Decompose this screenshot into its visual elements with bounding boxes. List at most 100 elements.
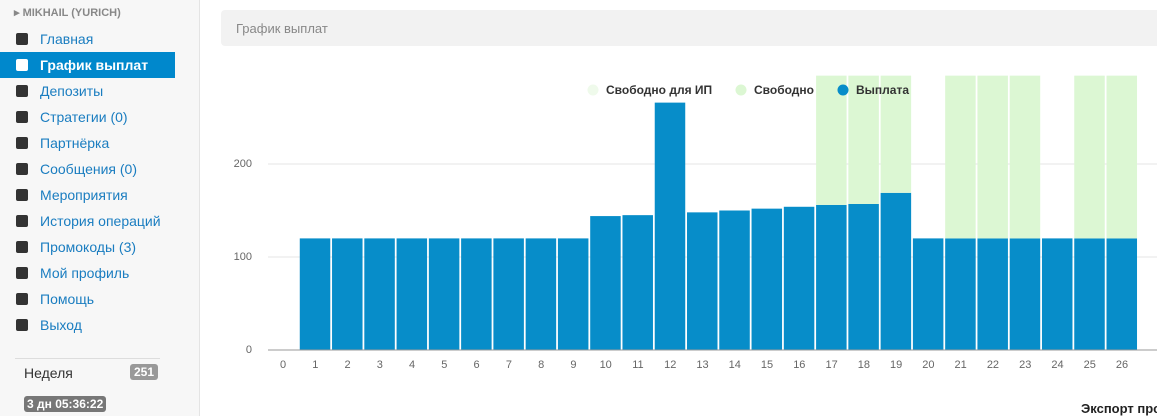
menu-label: Выход [40, 317, 82, 333]
menu-item[interactable]: Главная [0, 26, 175, 52]
x-tick-label: 4 [409, 359, 415, 371]
bar [1009, 75, 1041, 239]
sidebar: ▸ MIKHAIL (YURICH) Главная График выплат Д… [0, 0, 200, 416]
menu-item[interactable]: Депозиты [0, 78, 175, 104]
menu-label: Помощь [40, 291, 95, 307]
menu-label: Сообщения (0) [40, 161, 137, 177]
week-label: Неделя [24, 365, 73, 381]
menu-label: Стратегии (0) [40, 109, 128, 125]
menu-icon [16, 163, 28, 175]
menu-icon [16, 241, 28, 253]
bar [622, 215, 653, 350]
bar [912, 238, 944, 350]
bar [880, 192, 912, 350]
legend-marker [735, 84, 747, 96]
menu-label: График выплат [40, 57, 149, 73]
menu-icon [16, 267, 28, 279]
menu-icon [16, 59, 28, 71]
x-tick-label: 22 [987, 359, 999, 371]
bar [1106, 238, 1138, 350]
bar [332, 238, 363, 350]
menu-icon [16, 85, 28, 97]
x-tick-label: 20 [922, 359, 934, 371]
x-tick-label: 11 [632, 359, 643, 371]
x-tick-label: 7 [506, 359, 512, 371]
legend-label: Выплата [856, 83, 909, 97]
menu-icon [16, 215, 28, 227]
x-tick-label: 6 [474, 359, 480, 371]
user-text: MIKHAIL (YURICH) [22, 7, 121, 19]
menu-item[interactable]: Стратегии (0) [0, 104, 175, 130]
bar [1041, 238, 1073, 350]
bar [525, 238, 557, 350]
bar [1074, 75, 1105, 239]
x-tick-label: 13 [696, 359, 708, 371]
x-tick-label: 0 [280, 359, 286, 371]
bar [945, 238, 976, 350]
x-tick-label: 16 [793, 359, 805, 371]
export-button[interactable]: Экспорт про [1081, 401, 1157, 416]
bar [880, 75, 912, 193]
y-tick-label: 0 [246, 344, 252, 356]
menu-label: Промокоды (3) [40, 239, 137, 255]
menu-label: Депозиты [40, 83, 104, 99]
timer: 3 дн 05:36:22 [24, 396, 107, 412]
x-tick-label: 17 [825, 359, 837, 371]
menu-icon [16, 189, 28, 201]
menu-item[interactable]: Мероприятия [0, 182, 175, 208]
bar [654, 102, 686, 351]
bar [848, 203, 879, 350]
bar [945, 75, 976, 239]
bar [1074, 238, 1105, 350]
bar [1106, 75, 1138, 239]
x-tick-label: 21 [955, 359, 967, 371]
bar [719, 210, 750, 350]
x-tick-label: 18 [858, 359, 870, 371]
bar [364, 238, 395, 350]
menu-icon [16, 33, 28, 45]
legend-marker [837, 84, 849, 96]
menu-label: Партнёрка [40, 135, 110, 151]
bar [783, 206, 815, 350]
menu-item[interactable]: Помощь [0, 286, 175, 312]
x-tick-label: 3 [377, 359, 383, 371]
header: График выплат [221, 10, 1157, 46]
x-tick-label: 25 [1084, 359, 1096, 371]
menu-item[interactable]: Партнёрка [0, 130, 175, 156]
y-tick-label: 100 [234, 251, 252, 263]
menu-label: Мероприятия [40, 187, 128, 203]
x-tick-label: 24 [1051, 359, 1063, 371]
x-tick-label: 8 [538, 359, 544, 371]
y-tick-label: 200 [234, 158, 252, 170]
bar [977, 238, 1008, 350]
menu-item[interactable]: Промокоды (3) [0, 234, 175, 260]
menu-item[interactable]: Мой профиль [0, 260, 175, 286]
bar [557, 238, 589, 350]
x-tick-label: 12 [664, 359, 676, 371]
bar [1009, 238, 1041, 350]
menu-item[interactable]: История операций [0, 208, 175, 234]
header-title: График выплат [236, 21, 328, 36]
separator [15, 358, 160, 359]
user-name[interactable]: ▸ MIKHAIL (YURICH) [14, 7, 121, 19]
bar [396, 238, 428, 350]
x-tick-label: 5 [441, 359, 447, 371]
menu-item[interactable]: График выплат [0, 52, 175, 78]
x-tick-label: 2 [344, 359, 350, 371]
bar [751, 208, 783, 350]
menu-item[interactable]: Выход [0, 312, 175, 338]
menu-icon [16, 111, 28, 123]
menu-label: Главная [40, 31, 94, 47]
bar [428, 238, 460, 350]
x-tick-label: 10 [600, 359, 612, 371]
menu-label: История операций [40, 213, 161, 229]
menu-item[interactable]: Сообщения (0) [0, 156, 175, 182]
bar [848, 75, 879, 204]
bar [977, 75, 1008, 239]
x-tick-label: 15 [761, 359, 773, 371]
bar [461, 238, 492, 350]
x-tick-label: 23 [1019, 359, 1031, 371]
menu-label: Мой профиль [40, 265, 130, 281]
